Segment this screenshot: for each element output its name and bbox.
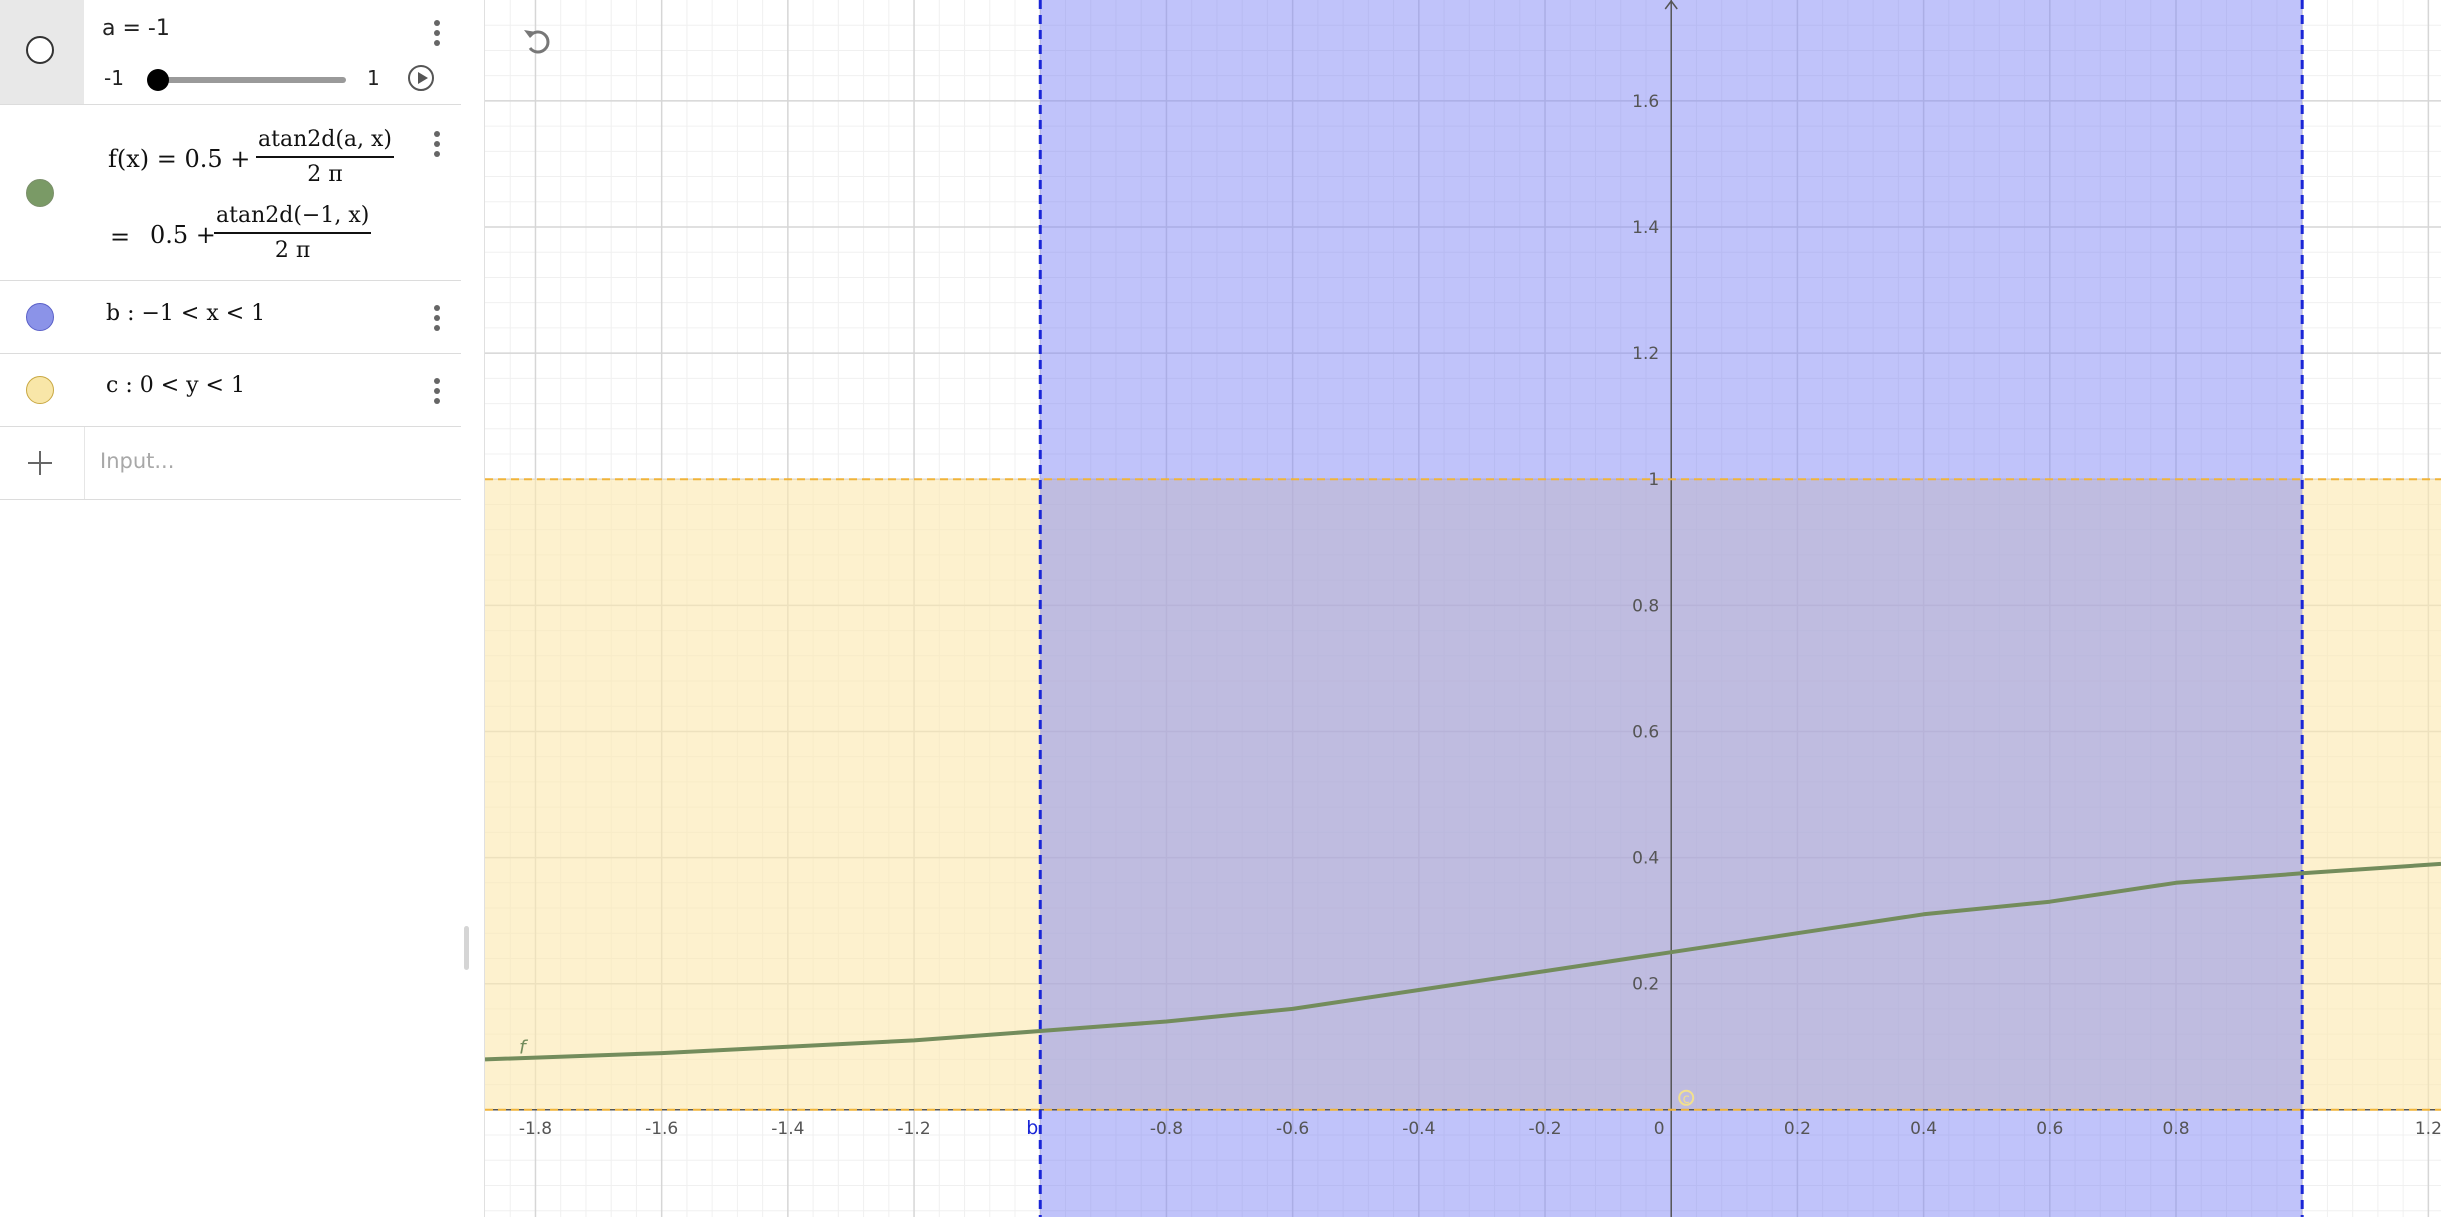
algebra-panel: a = -1 -1 1 f(x) = 0.5 + atan2d(a, x) 2 … <box>0 0 485 1217</box>
x-tick-label: 0.4 <box>1910 1119 1937 1139</box>
function-value-lhs: 0.5 + <box>150 221 216 249</box>
fraction-numerator: atan2d(a, x) <box>256 127 394 158</box>
inequality-row-c[interactable]: c : 0 < y < 1 <box>0 354 461 427</box>
label-c-circle <box>1678 1089 1695 1106</box>
marble-column <box>0 0 84 104</box>
inequality-c: c : 0 < y < 1 <box>106 373 245 398</box>
y-tick-label: 0.4 <box>1632 849 1659 869</box>
y-tick-label: 0.6 <box>1632 722 1659 742</box>
input-placeholder[interactable]: Input... <box>100 449 175 473</box>
slider-knob[interactable] <box>147 69 169 91</box>
input-row[interactable]: Input... <box>0 427 461 500</box>
slider-label: a = -1 <box>102 16 170 41</box>
x-tick-label: 0.2 <box>1784 1119 1811 1139</box>
visibility-toggle-c[interactable] <box>26 376 54 404</box>
y-tick-label: 0.2 <box>1632 975 1659 995</box>
function-lhs: f(x) = 0.5 + <box>108 145 251 173</box>
slider-track[interactable] <box>147 69 346 91</box>
slider-min-label: -1 <box>104 66 124 90</box>
x-tick-label: -1.2 <box>897 1119 930 1139</box>
x-tick-label: -0.4 <box>1402 1119 1435 1139</box>
x-tick-label: -1.6 <box>645 1119 678 1139</box>
x-tick-label: -1.4 <box>771 1119 804 1139</box>
marble-column <box>0 427 85 499</box>
y-tick-label: 1.4 <box>1632 218 1659 238</box>
label-c: c <box>1683 1092 1690 1107</box>
fraction-denominator: 2 π <box>274 238 311 263</box>
panel-resize-handle[interactable] <box>464 926 469 970</box>
undo-icon[interactable] <box>520 24 554 58</box>
visibility-toggle-f[interactable] <box>26 179 54 207</box>
slider-max-label: 1 <box>367 66 380 90</box>
equals-sign: = <box>110 223 131 251</box>
x-tick-label: 0.6 <box>2036 1119 2063 1139</box>
region-c <box>485 479 2441 1110</box>
function-row-f[interactable]: f(x) = 0.5 + atan2d(a, x) 2 π = 0.5 + at… <box>0 105 461 281</box>
curve-f <box>485 861 2441 1062</box>
menu-icon[interactable] <box>433 378 441 408</box>
y-tick-label: 0.8 <box>1632 596 1659 616</box>
plus-icon[interactable] <box>28 451 52 475</box>
x-tick-label: 0 <box>1654 1119 1665 1139</box>
marble-column <box>0 281 84 353</box>
fraction-denominator: 2 π <box>307 162 343 187</box>
play-icon[interactable] <box>408 65 434 91</box>
label-b: b <box>1026 1117 1038 1139</box>
y-tick-label: 1 <box>1648 470 1659 490</box>
x-tick-label: -0.6 <box>1276 1119 1309 1139</box>
function-value-fraction: atan2d(−1, x) 2 π <box>214 203 372 263</box>
slider-row-a[interactable]: a = -1 -1 1 <box>0 0 461 105</box>
y-tick-label: 1.6 <box>1632 92 1659 112</box>
label-f: f <box>519 1036 529 1058</box>
x-tick-label: 0.8 <box>2162 1119 2189 1139</box>
graphics-view[interactable]: -1.8 -1.6 -1.4 -1.2 -0.8 -0.6 -0.4 -0.2 0 0.2 0.4 0… <box>485 0 2441 1217</box>
x-tick-label: 1.2 <box>2415 1119 2441 1139</box>
y-tick-label: 1.2 <box>1632 344 1659 364</box>
visibility-toggle-a[interactable] <box>26 36 54 64</box>
marble-column <box>0 105 84 280</box>
inequality-row-b[interactable]: b : −1 < x < 1 <box>0 281 461 354</box>
fraction-numerator: atan2d(−1, x) <box>214 203 372 234</box>
x-tick-label: -0.2 <box>1528 1119 1561 1139</box>
x-tick-label: -0.8 <box>1150 1119 1183 1139</box>
menu-icon[interactable] <box>433 20 441 50</box>
visibility-toggle-b[interactable] <box>26 303 54 331</box>
x-tick-label: -1.8 <box>519 1119 552 1139</box>
graph-canvas[interactable]: -1.8 -1.6 -1.4 -1.2 -0.8 -0.6 -0.4 -0.2 0 0.2 0.4 0… <box>485 0 2441 1217</box>
function-fraction: atan2d(a, x) 2 π <box>256 127 394 187</box>
menu-icon[interactable] <box>433 305 441 335</box>
menu-icon[interactable] <box>433 131 441 161</box>
inequality-b: b : −1 < x < 1 <box>106 301 266 326</box>
y-axis-arrow <box>1664 0 1678 10</box>
marble-column <box>0 354 84 426</box>
